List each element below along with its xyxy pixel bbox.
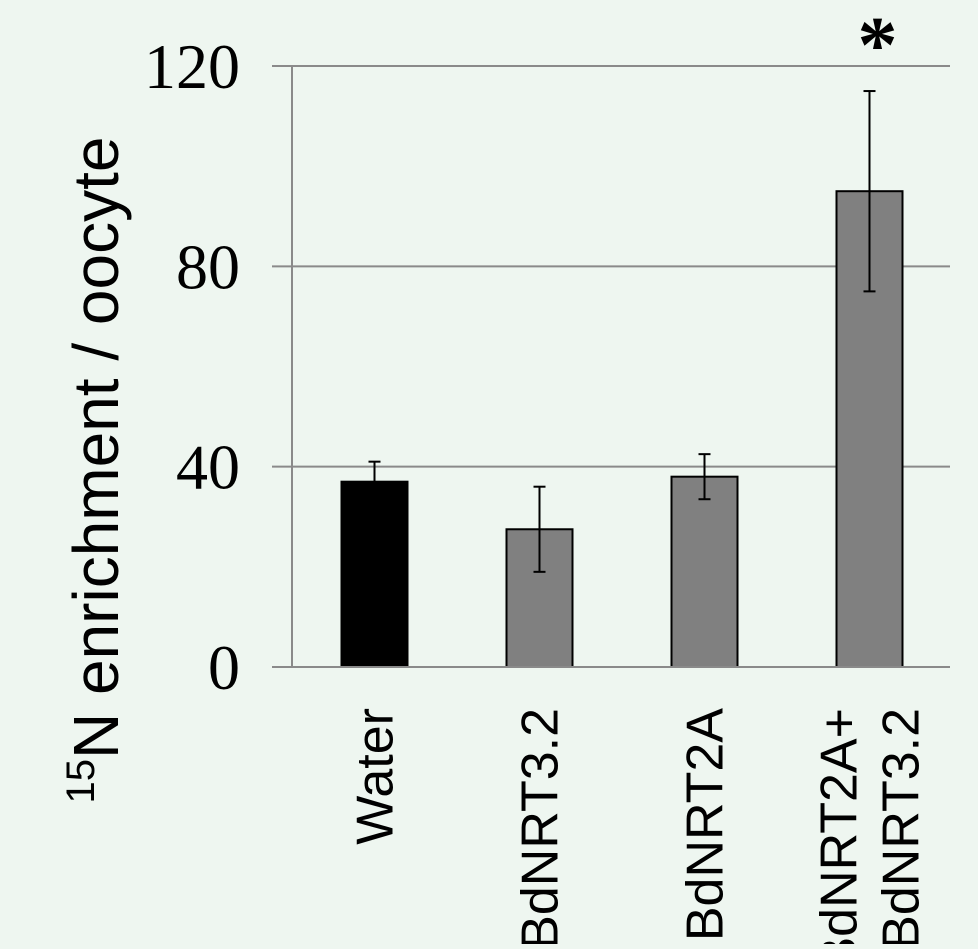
significance-asterisk: *	[858, 2, 898, 90]
error-bars	[369, 91, 876, 572]
category-label: BdNRT3.2	[873, 708, 931, 944]
y-axis-label-text: N enrichment / oocyte	[60, 137, 132, 760]
bar	[672, 477, 738, 667]
y-tick-label: 40	[176, 432, 240, 503]
category-label: BdNRT2A+	[811, 708, 869, 944]
bar	[342, 482, 408, 667]
y-axis-label: 15N enrichment / oocyte	[59, 137, 132, 804]
y-axis-label-superscript: 15	[59, 759, 103, 804]
category-label: Water	[347, 708, 405, 845]
y-tick-label: 0	[208, 632, 240, 703]
bars	[342, 191, 903, 667]
y-tick-label: 80	[176, 231, 240, 302]
category-label: BdNRT2A	[677, 708, 735, 941]
category-label: BdNRT3.2	[512, 708, 570, 944]
y-tick-label: 120	[144, 31, 240, 102]
